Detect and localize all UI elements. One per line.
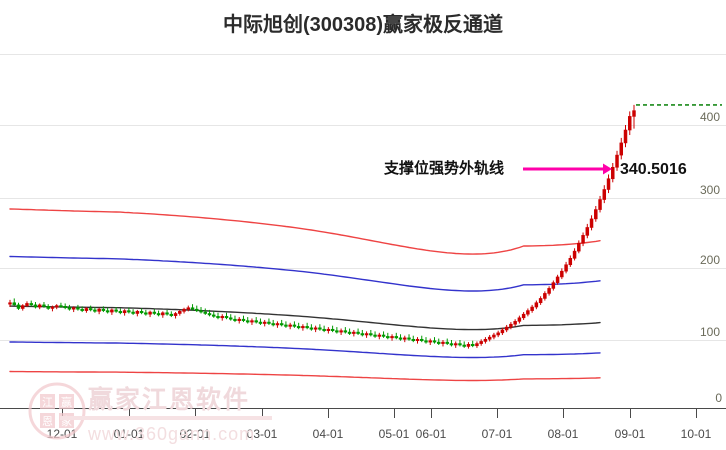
x-axis-tick [394,409,395,418]
x-axis-tick-label: 01-01 [113,427,145,441]
watermark-url: www.360gann.com [88,424,256,444]
chart-plot-area [0,54,726,408]
x-axis-tick-label: 05-01 [378,427,410,441]
x-axis-tick [195,409,196,418]
svg-text:赢: 赢 [61,395,72,409]
y-axis-tick-label: 300 [699,183,720,197]
x-axis-tick-label: 03-01 [246,427,278,441]
x-axis-line [0,408,726,409]
x-axis-tick-label: 06-01 [415,427,447,441]
x-axis-tick [696,409,697,418]
y-axis-tick-label: 400 [699,110,720,124]
x-axis-tick [431,409,432,418]
x-axis-tick-label: 02-01 [179,427,211,441]
svg-text:恩: 恩 [42,415,53,428]
x-axis-tick [129,409,130,418]
gridlines [0,54,726,341]
x-axis-tick-label: 10-01 [680,427,712,441]
x-axis-tick [262,409,263,418]
y-axis-tick-label: 100 [699,325,720,339]
page-title: 中际旭创(300308)赢家极反通道 [222,14,504,36]
channel-bands [9,208,601,382]
x-axis-tick [563,409,564,418]
x-axis-tick-label: 09-01 [614,427,646,441]
support-line-arrow [523,163,612,175]
x-axis-tick [328,409,329,418]
candlestick-series [8,104,636,349]
y-axis-tick-label: 200 [699,253,720,267]
price-chart-svg [0,54,726,382]
watermark-brand: 赢家江恩软件 [88,386,251,414]
watermark-seal-icon: 江 赢 恩 家 [28,382,86,440]
x-axis-tick [497,409,498,418]
svg-text:江: 江 [42,396,53,409]
annotation-label: 支撑位强势外轨线 [384,160,505,177]
x-axis-tick-label: 08-01 [547,427,579,441]
watermark-bar [60,416,272,420]
x-axis-tick-label: 07-01 [481,427,513,441]
y-axis-zero-label: 0 [715,391,722,405]
x-axis-tick [630,409,631,418]
x-axis-tick-label: 04-01 [312,427,344,441]
svg-text:家: 家 [61,414,72,428]
annotation-value: 340.5016 [620,161,687,178]
